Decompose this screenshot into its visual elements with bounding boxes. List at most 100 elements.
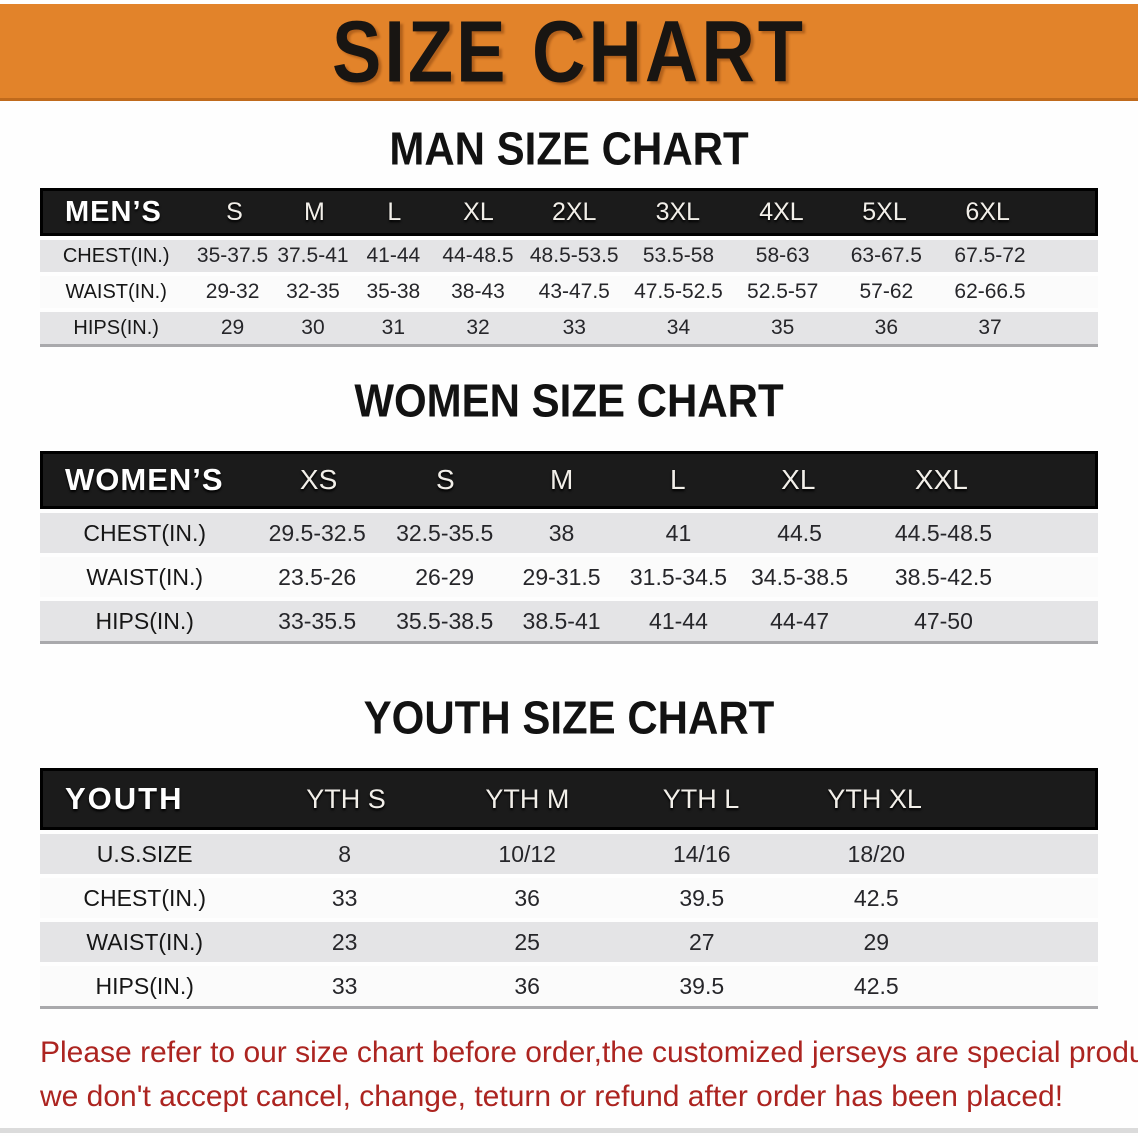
size-value-cell: 33 bbox=[331, 884, 358, 911]
size-value-cell: 43-47.5 bbox=[538, 280, 610, 303]
men-header-row: MEN’S S M L XL 2XL 3XL 4XL 5XL 6XL bbox=[40, 188, 1098, 236]
size-value-cell: 35.5-38.5 bbox=[396, 607, 494, 634]
size-value-cell: 23 bbox=[331, 928, 358, 955]
table-row: HIPS(IN.) 33 36 39.5 42.5 bbox=[40, 966, 1098, 1006]
size-value-cell: 52.5-57 bbox=[747, 280, 819, 303]
size-value-cell: 44-48.5 bbox=[442, 244, 514, 267]
table-row: WAIST(IN.) 29-32 32-35 35-38 38-43 43-47.5 47.… bbox=[40, 276, 1098, 308]
row-label: HIPS(IN.) bbox=[95, 607, 194, 634]
size-value-cell: 33 bbox=[331, 972, 358, 999]
men-size-table: MEN’S S M L XL 2XL 3XL 4XL 5XL 6XL CHEST(IN.) 35-37… bbox=[40, 188, 1098, 347]
youth-size-table: YOUTH YTH S YTH M YTH L YTH XL U.S.SIZE 8 10/12… bbox=[40, 768, 1098, 1009]
size-value-cell: 30 bbox=[301, 316, 325, 339]
size-column-header: YTH XL bbox=[827, 783, 922, 814]
size-value-cell: 53.5-58 bbox=[642, 244, 715, 267]
size-column-header: YTH L bbox=[662, 783, 740, 814]
size-column-header: YTH M bbox=[485, 783, 570, 814]
disclaimer-line-2: we don't accept cancel, change, teturn o… bbox=[40, 1080, 1064, 1113]
women-header-row: WOMEN’S XS S M L XL XXL bbox=[40, 451, 1098, 509]
men-section-title: MAN SIZE CHART bbox=[389, 122, 749, 175]
size-value-cell: 25 bbox=[514, 928, 540, 955]
size-value-cell: 29 bbox=[863, 928, 890, 955]
size-value-cell: 41-44 bbox=[366, 244, 421, 267]
row-label: CHEST(IN.) bbox=[62, 244, 170, 267]
size-column-header: L bbox=[387, 197, 402, 226]
size-value-cell: 44.5-48.5 bbox=[894, 519, 993, 546]
size-value-cell: 39.5 bbox=[679, 884, 725, 911]
size-value-cell: 31.5-34.5 bbox=[629, 563, 728, 590]
row-label: CHEST(IN.) bbox=[83, 884, 207, 911]
size-value-cell: 42.5 bbox=[853, 884, 899, 911]
youth-size-section: YOUTH SIZE CHART YOUTH YTH S YTH M YTH L YTH… bbox=[0, 691, 1138, 1009]
size-column-header: 5XL bbox=[862, 197, 907, 226]
women-corner-label: WOMEN’S bbox=[65, 462, 224, 497]
size-value-cell: 27 bbox=[688, 928, 715, 955]
women-size-section: WOMEN SIZE CHART WOMEN’S XS S M L XL XXL CHEST(… bbox=[0, 375, 1138, 644]
size-column-header: YTH S bbox=[306, 783, 386, 814]
size-value-cell: 29-32 bbox=[205, 280, 260, 303]
size-column-header: XXL bbox=[914, 464, 968, 495]
size-value-cell: 35-37.5 bbox=[196, 244, 269, 267]
size-value-cell: 32.5-35.5 bbox=[396, 519, 494, 546]
row-label: HIPS(IN.) bbox=[73, 316, 159, 339]
size-value-cell: 48.5-53.5 bbox=[529, 244, 619, 267]
table-row: WAIST(IN.) 23 25 27 29 bbox=[40, 922, 1098, 962]
size-value-cell: 38.5-41 bbox=[522, 607, 601, 634]
size-value-cell: 63-67.5 bbox=[850, 244, 922, 267]
women-size-table: WOMEN’S XS S M L XL XXL CHEST(IN.) 29.5-32.5 32.5… bbox=[40, 451, 1098, 644]
size-value-cell: 34.5-38.5 bbox=[750, 563, 849, 590]
size-value-cell: 47-50 bbox=[914, 607, 973, 634]
row-label: U.S.SIZE bbox=[96, 840, 193, 867]
size-value-cell: 62-66.5 bbox=[954, 280, 1026, 303]
size-value-cell: 32-35 bbox=[286, 280, 340, 303]
table-row: CHEST(IN.) 29.5-32.5 32.5-35.5 38 41 44.5 44.5… bbox=[40, 513, 1098, 553]
size-column-header: S bbox=[436, 464, 455, 495]
size-value-cell: 58-63 bbox=[755, 244, 810, 267]
page-title: SIZE CHART bbox=[332, 2, 806, 100]
size-column-header: M bbox=[303, 197, 325, 226]
size-value-cell: 32 bbox=[466, 316, 490, 339]
size-value-cell: 8 bbox=[338, 840, 352, 867]
size-value-cell: 36 bbox=[514, 972, 540, 999]
disclaimer: Please refer to our size chart before or… bbox=[40, 1031, 1138, 1119]
row-label: WAIST(IN.) bbox=[86, 563, 204, 590]
size-value-cell: 29-31.5 bbox=[522, 563, 601, 590]
size-column-header: L bbox=[670, 464, 686, 495]
men-size-section: MAN SIZE CHART MEN’S S M L XL 2XL 3XL 4XL 5XL 6XL… bbox=[0, 122, 1138, 347]
size-chart-banner: SIZE CHART bbox=[0, 2, 1138, 101]
size-value-cell: 38 bbox=[548, 519, 575, 546]
size-column-header: 3XL bbox=[655, 197, 701, 226]
table-row: HIPS(IN.) 33-35.5 35.5-38.5 38.5-41 41-44 44-… bbox=[40, 601, 1098, 641]
size-value-cell: 67.5-72 bbox=[954, 244, 1026, 267]
bottom-divider bbox=[0, 1128, 1138, 1133]
size-value-cell: 14/16 bbox=[672, 840, 731, 867]
size-value-cell: 37 bbox=[978, 316, 1002, 339]
size-value-cell: 47.5-52.5 bbox=[634, 280, 723, 303]
size-value-cell: 57-62 bbox=[859, 280, 914, 303]
size-value-cell: 33 bbox=[562, 316, 586, 339]
size-value-cell: 10/12 bbox=[498, 840, 556, 867]
size-value-cell: 44.5 bbox=[777, 519, 822, 546]
size-value-cell: 36 bbox=[514, 884, 540, 911]
size-value-cell: 18/20 bbox=[847, 840, 906, 867]
size-column-header: S bbox=[226, 197, 243, 226]
table-row: WAIST(IN.) 23.5-26 26-29 29-31.5 31.5-34.5 34… bbox=[40, 557, 1098, 597]
size-value-cell: 26-29 bbox=[415, 563, 475, 590]
table-row: CHEST(IN.) 33 36 39.5 42.5 bbox=[40, 878, 1098, 918]
size-value-cell: 38.5-42.5 bbox=[894, 563, 993, 590]
size-column-header: XS bbox=[299, 464, 338, 495]
size-column-header: 6XL bbox=[965, 197, 1010, 226]
youth-section-title: YOUTH SIZE CHART bbox=[363, 691, 775, 744]
size-value-cell: 38-43 bbox=[451, 280, 505, 303]
size-column-header: XL bbox=[781, 464, 816, 495]
size-value-cell: 42.5 bbox=[853, 972, 899, 999]
size-column-header: 4XL bbox=[759, 197, 804, 226]
size-column-header: 2XL bbox=[551, 197, 597, 226]
row-label: HIPS(IN.) bbox=[95, 972, 194, 999]
size-value-cell: 41-44 bbox=[649, 607, 708, 634]
table-row: HIPS(IN.) 29 30 31 32 33 34 35 36 37 bbox=[40, 312, 1098, 344]
size-value-cell: 41 bbox=[665, 519, 692, 546]
size-value-cell: 44-47 bbox=[770, 607, 829, 634]
youth-corner-label: YOUTH bbox=[65, 781, 184, 816]
size-value-cell: 29 bbox=[220, 316, 245, 339]
